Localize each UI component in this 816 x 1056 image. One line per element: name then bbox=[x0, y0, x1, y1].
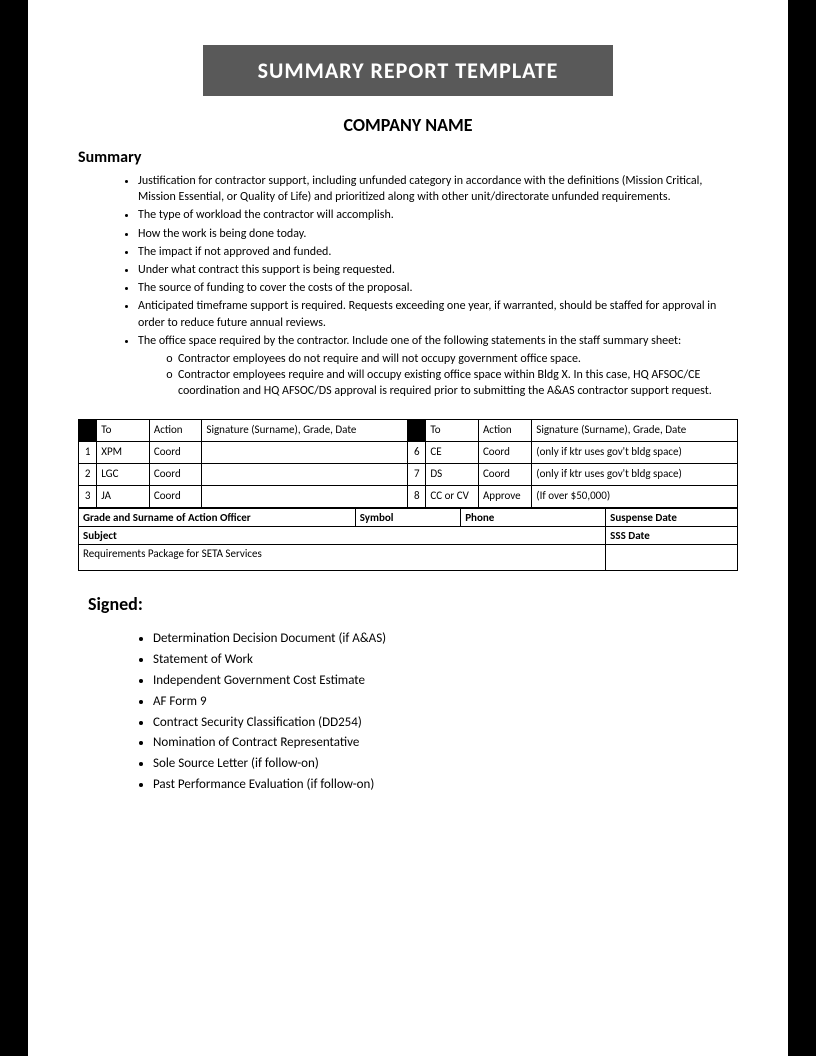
row-num: 7 bbox=[408, 464, 426, 486]
summary-item: Anticipated timeframe support is require… bbox=[138, 298, 738, 330]
subject-value: Requirements Package for SETA Services bbox=[79, 545, 606, 571]
row-to: CE bbox=[426, 442, 479, 464]
signed-item: Independent Government Cost Estimate bbox=[153, 671, 738, 692]
summary-item: The office space required by the contrac… bbox=[138, 333, 738, 400]
row-num: 6 bbox=[408, 442, 426, 464]
signed-heading: Signed: bbox=[88, 593, 738, 615]
summary-item: How the work is being done today. bbox=[138, 226, 738, 242]
summary-subitem: Contractor employees require and will oc… bbox=[178, 367, 738, 399]
table-row: Subject SSS Date bbox=[79, 527, 738, 545]
document-page: SUMMARY REPORT TEMPLATE COMPANY NAME Sum… bbox=[28, 0, 788, 1056]
summary-item: Under what contract this support is bein… bbox=[138, 262, 738, 278]
row-num: 3 bbox=[79, 486, 97, 508]
row-action: Coord bbox=[149, 464, 202, 486]
row-num: 8 bbox=[408, 486, 426, 508]
signed-item: Contract Security Classification (DD254) bbox=[153, 713, 738, 734]
row-num: 2 bbox=[79, 464, 97, 486]
col-signature: Signature (Surname), Grade, Date bbox=[202, 420, 408, 442]
row-action: Approve bbox=[478, 486, 531, 508]
table-row: 1 XPM Coord 6 CE Coord (only if ktr uses… bbox=[79, 442, 738, 464]
table-row: 2 LGC Coord 7 DS Coord (only if ktr uses… bbox=[79, 464, 738, 486]
row-action: Coord bbox=[478, 442, 531, 464]
row-to: JA bbox=[97, 486, 150, 508]
routing-table: To Action Signature (Surname), Grade, Da… bbox=[78, 419, 738, 508]
table-row: Requirements Package for SETA Services bbox=[79, 545, 738, 571]
officer-label: Grade and Surname of Action Officer bbox=[79, 509, 356, 527]
row-action: Coord bbox=[149, 486, 202, 508]
row-to: XPM bbox=[97, 442, 150, 464]
row-to: LGC bbox=[97, 464, 150, 486]
sss-date-label: SSS Date bbox=[606, 527, 738, 545]
col-signature: Signature (Surname), Grade, Date bbox=[532, 420, 738, 442]
summary-subitem: Contractor employees do not require and … bbox=[178, 351, 738, 367]
sss-date-value bbox=[606, 545, 738, 571]
signed-item: Sole Source Letter (if follow-on) bbox=[153, 754, 738, 775]
col-to: To bbox=[97, 420, 150, 442]
phone-label: Phone bbox=[461, 509, 606, 527]
table-row: 3 JA Coord 8 CC or CV Approve (If over $… bbox=[79, 486, 738, 508]
row-sig bbox=[202, 464, 408, 486]
subject-label: Subject bbox=[79, 527, 606, 545]
row-to: CC or CV bbox=[426, 486, 479, 508]
row-sig bbox=[202, 442, 408, 464]
table-header-row: To Action Signature (Surname), Grade, Da… bbox=[79, 420, 738, 442]
suspense-label: Suspense Date bbox=[606, 509, 738, 527]
blank-cell bbox=[79, 420, 97, 442]
signed-item: AF Form 9 bbox=[153, 692, 738, 713]
summary-heading: Summary bbox=[78, 148, 738, 167]
info-table: Grade and Surname of Action Officer Symb… bbox=[78, 508, 738, 571]
row-sig bbox=[202, 486, 408, 508]
row-sig: (only if ktr uses gov't bldg space) bbox=[532, 442, 738, 464]
signed-item: Statement of Work bbox=[153, 650, 738, 671]
summary-item: The type of workload the contractor will… bbox=[138, 207, 738, 223]
summary-item-text: The office space required by the contrac… bbox=[138, 334, 681, 348]
col-action: Action bbox=[149, 420, 202, 442]
row-to: DS bbox=[426, 464, 479, 486]
signed-list: Determination Decision Document (if A&AS… bbox=[78, 629, 738, 795]
report-title: SUMMARY REPORT TEMPLATE bbox=[203, 45, 613, 96]
symbol-label: Symbol bbox=[355, 509, 460, 527]
row-sig: (If over $50,000) bbox=[532, 486, 738, 508]
row-num: 1 bbox=[79, 442, 97, 464]
summary-sublist: Contractor employees do not require and … bbox=[138, 351, 738, 400]
col-action: Action bbox=[478, 420, 531, 442]
col-to: To bbox=[426, 420, 479, 442]
signed-item: Past Performance Evaluation (if follow-o… bbox=[153, 775, 738, 796]
signed-item: Determination Decision Document (if A&AS… bbox=[153, 629, 738, 650]
company-name: COMPANY NAME bbox=[78, 114, 738, 136]
summary-list: Justification for contractor support, in… bbox=[78, 173, 738, 399]
table-row: Grade and Surname of Action Officer Symb… bbox=[79, 509, 738, 527]
signed-item: Nomination of Contract Representative bbox=[153, 733, 738, 754]
summary-item: The impact if not approved and funded. bbox=[138, 244, 738, 260]
blank-cell bbox=[408, 420, 426, 442]
row-action: Coord bbox=[149, 442, 202, 464]
summary-item: Justification for contractor support, in… bbox=[138, 173, 738, 205]
row-action: Coord bbox=[478, 464, 531, 486]
summary-item: The source of funding to cover the costs… bbox=[138, 280, 738, 296]
row-sig: (only if ktr uses gov't bldg space) bbox=[532, 464, 738, 486]
